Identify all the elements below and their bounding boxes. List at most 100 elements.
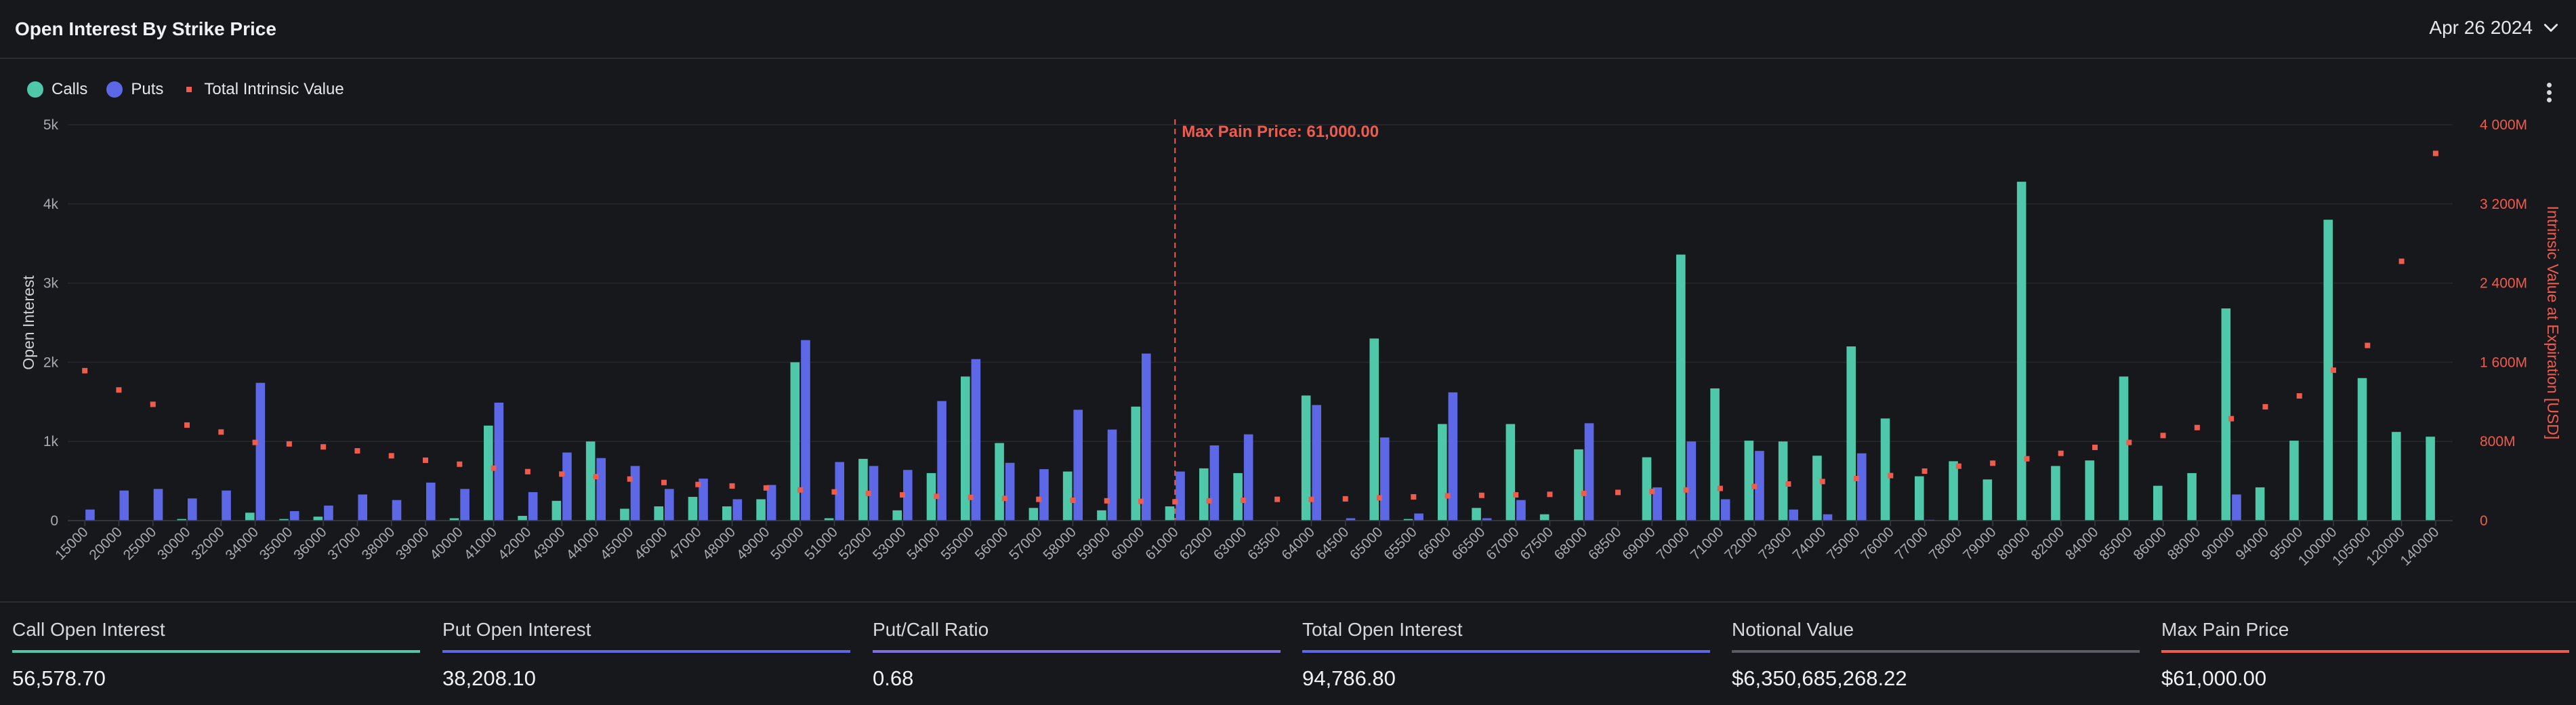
x-tick-label: 67000 xyxy=(1483,524,1522,563)
legend-label-puts: Puts xyxy=(131,80,164,98)
intrinsic-point xyxy=(320,444,327,450)
intrinsic-point xyxy=(1581,490,1587,496)
put-bar xyxy=(1823,514,1833,521)
call-bar xyxy=(2221,308,2231,521)
intrinsic-point xyxy=(1717,485,1723,491)
x-tick-label: 84000 xyxy=(2062,524,2102,563)
y-tick-label: 2k xyxy=(43,355,59,370)
x-tick-label: 32000 xyxy=(188,524,228,563)
expiry-date-dropdown[interactable]: Apr 26 2024 xyxy=(2429,17,2560,39)
x-tick-label: 43000 xyxy=(529,524,568,563)
x-tick-label: 62000 xyxy=(1177,524,1216,563)
intrinsic-point xyxy=(968,494,974,500)
call-bar xyxy=(1472,508,1481,521)
put-bar xyxy=(1653,487,1662,521)
put-bar xyxy=(460,489,470,521)
put-bar xyxy=(1312,405,1322,521)
call-bar xyxy=(1437,424,1447,521)
call-bar xyxy=(790,362,800,521)
call-bar xyxy=(1710,388,1720,521)
intrinsic-point xyxy=(1478,492,1484,498)
call-bar xyxy=(245,512,255,521)
call-bar xyxy=(1097,510,1106,521)
chevron-down-icon xyxy=(2543,24,2558,32)
stat-max-pain-price: Max Pain Price $61,000.00 xyxy=(2161,619,2569,691)
stat-underline xyxy=(1732,650,2140,653)
intrinsic-points xyxy=(82,150,2438,505)
call-bar xyxy=(1676,254,1686,521)
x-tick-label: 66000 xyxy=(1415,524,1455,563)
stat-label: Max Pain Price xyxy=(2161,619,2289,640)
intrinsic-point xyxy=(2058,450,2064,456)
x-axis: 1500020000250003000032000340003500036000… xyxy=(52,520,2453,569)
call-bar xyxy=(2187,472,2197,521)
x-tick-label: 78000 xyxy=(1926,524,1966,563)
x-tick-label: 56000 xyxy=(972,524,1012,563)
x-tick-label: 60000 xyxy=(1108,524,1148,563)
intrinsic-point xyxy=(2228,416,2235,422)
intrinsic-point xyxy=(900,492,905,498)
call-bar xyxy=(824,518,834,521)
x-tick-label: 25000 xyxy=(121,524,160,563)
intrinsic-point xyxy=(457,461,463,467)
intrinsic-point xyxy=(1308,496,1314,502)
call-bar xyxy=(483,425,493,521)
legend-item-calls[interactable]: Calls xyxy=(27,80,87,99)
x-tick-label: 68500 xyxy=(1585,524,1625,563)
put-bar xyxy=(1107,429,1117,521)
call-bar xyxy=(1846,346,1856,521)
put-bar xyxy=(699,479,708,521)
legend-item-intrinsic[interactable]: Total Intrinsic Value xyxy=(182,80,344,99)
intrinsic-point xyxy=(1955,463,1961,469)
y-tick-label: 5k xyxy=(43,117,59,133)
max-pain-label: Max Pain Price: 61,000.00 xyxy=(1182,123,1379,141)
open-interest-chart: 0 1k 2k 3k 4k 5k 0 800M 1 600M 2 400M 3 200M 4 000… xyxy=(20,117,2562,569)
put-bar xyxy=(1176,471,1185,521)
y-axis-left: 0 1k 2k 3k 4k 5k xyxy=(43,117,59,529)
put-bar xyxy=(1448,392,1458,521)
intrinsic-point xyxy=(2262,404,2268,410)
call-bar xyxy=(1642,457,1652,521)
intrinsic-point xyxy=(1001,496,1007,502)
chart-legend: Calls Puts Total Intrinsic Value xyxy=(27,80,344,99)
put-bar xyxy=(85,509,95,521)
y-tick-label: 1k xyxy=(43,434,59,449)
intrinsic-point xyxy=(1206,498,1212,504)
x-tick-label: 15000 xyxy=(52,524,91,563)
x-tick-label: 90000 xyxy=(2199,524,2238,563)
stat-label: Notional Value xyxy=(1732,619,1854,640)
puts-legend-marker xyxy=(106,81,123,98)
stat-underline xyxy=(873,650,1281,653)
intrinsic-point xyxy=(2296,393,2302,399)
put-bar xyxy=(1584,423,1594,521)
expiry-date-value: Apr 26 2024 xyxy=(2429,17,2533,38)
stat-total-open-interest: Total Open Interest 94,786.80 xyxy=(1302,619,1710,691)
call-bar xyxy=(2119,376,2129,521)
intrinsic-point xyxy=(2331,367,2336,374)
call-bar xyxy=(1539,514,1550,521)
put-bar xyxy=(766,485,776,521)
put-bar xyxy=(903,470,913,521)
call-bar xyxy=(1880,418,1890,521)
intrinsic-point xyxy=(1342,496,1348,502)
call-bar xyxy=(585,441,596,521)
put-bar xyxy=(358,494,368,521)
call-bar xyxy=(1744,441,1754,521)
intrinsic-point xyxy=(2160,432,2166,439)
y-right-tick-label: 0 xyxy=(2480,513,2488,529)
more-options-icon[interactable] xyxy=(2542,80,2556,107)
x-tick-label: 52000 xyxy=(836,524,875,563)
put-bar xyxy=(528,491,538,521)
stat-underline xyxy=(1302,650,1710,653)
chart-title: Open Interest By Strike Price xyxy=(15,18,276,39)
put-bar xyxy=(255,382,266,521)
intrinsic-point xyxy=(2092,444,2098,450)
x-tick-label: 61000 xyxy=(1142,524,1182,563)
put-bar xyxy=(188,498,197,521)
x-tick-label: 71000 xyxy=(1688,524,1727,563)
intrinsic-point xyxy=(1921,468,1928,474)
call-bar xyxy=(2323,220,2333,521)
x-tick-label: 40000 xyxy=(427,524,466,563)
call-bar xyxy=(279,519,289,521)
legend-item-puts[interactable]: Puts xyxy=(106,80,163,99)
